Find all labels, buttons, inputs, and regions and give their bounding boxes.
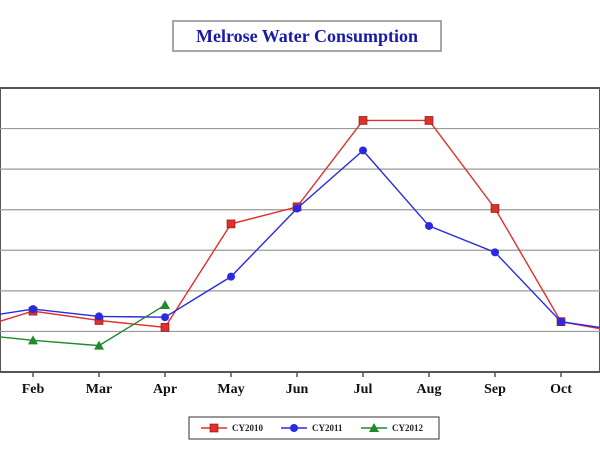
x-tick-label: Aug	[417, 382, 442, 397]
legend-item: CY2012	[361, 423, 423, 433]
data-point	[226, 219, 236, 229]
x-tick-label: Sep	[484, 382, 506, 397]
legend-box	[188, 416, 440, 440]
series-line	[0, 304, 166, 347]
data-point	[358, 116, 368, 125]
data-point	[293, 204, 301, 213]
legend-label: CY2010	[232, 423, 263, 433]
data-point	[94, 340, 104, 350]
x-tick-label: Jun	[286, 382, 309, 397]
x-axis: Feb Mar Apr May Jun Jul Aug Sep Oct	[0, 371, 600, 397]
chart-title-box: Melrose Water Consumption	[172, 20, 442, 52]
chart-title: Melrose Water Consumption	[196, 26, 418, 46]
legend-label: CY2011	[312, 423, 343, 433]
plot-frame	[0, 87, 600, 373]
data-point	[359, 146, 367, 155]
series-layer	[0, 116, 600, 350]
x-tick-label: Oct	[550, 382, 572, 397]
data-point	[491, 248, 499, 257]
data-point	[161, 313, 169, 322]
data-point	[160, 323, 170, 332]
data-point	[425, 221, 433, 230]
x-tick-label: Apr	[153, 382, 177, 397]
series-cy2012	[0, 300, 170, 350]
legend-item: CY2010	[201, 423, 263, 433]
x-tick-label: May	[217, 382, 244, 397]
x-tick-label: Feb	[22, 382, 45, 397]
x-tick-label: Mar	[86, 382, 112, 397]
data-point	[227, 272, 235, 281]
legend-marker	[369, 423, 379, 432]
data-point	[160, 300, 170, 310]
legend-marker	[209, 423, 219, 433]
legend-item: CY2011	[281, 423, 343, 433]
data-point	[424, 116, 434, 125]
data-point	[29, 305, 37, 314]
legend-marker	[290, 424, 298, 432]
x-tick-label: Jul	[354, 382, 373, 397]
data-point	[490, 204, 500, 213]
data-point	[28, 335, 38, 345]
data-point	[95, 312, 103, 321]
legend-label: CY2012	[392, 423, 423, 433]
gridlines	[0, 127, 600, 333]
series-cy2011	[0, 146, 600, 329]
legend: CY2010 CY2011 CY2012	[188, 416, 440, 440]
plot-area	[0, 87, 600, 373]
data-point	[557, 317, 565, 326]
